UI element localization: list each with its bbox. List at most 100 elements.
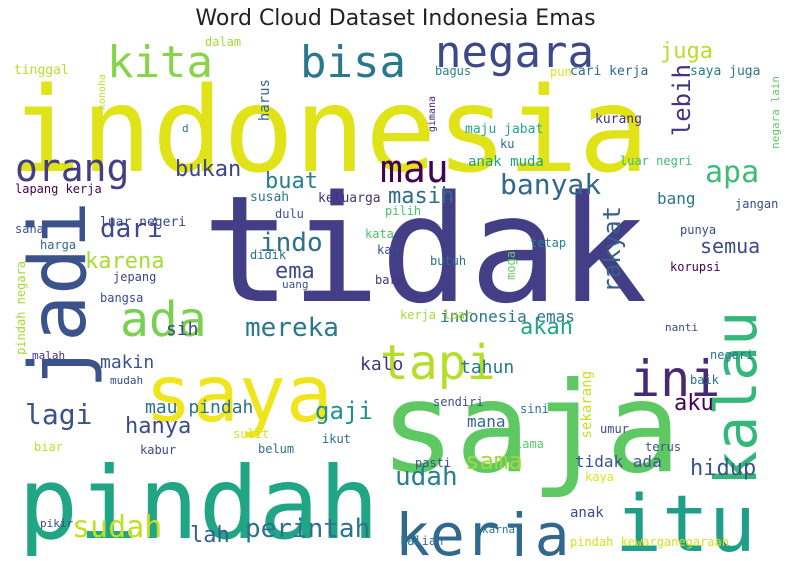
word-ema: ema [275, 259, 315, 284]
word-lama: lama [515, 437, 544, 451]
word-dari: dari [100, 214, 163, 244]
word-sendiri: sendiri [433, 395, 484, 409]
word-korupsi: korupsi [670, 260, 721, 274]
word-banyak: banyak [500, 168, 602, 201]
word-anak-muda: anak muda [468, 154, 544, 170]
word-mereka: mereka [245, 313, 339, 343]
word-kata: kata [365, 227, 394, 241]
word-didik: didik [250, 248, 287, 262]
word-d: d [182, 122, 189, 135]
word-mau: mau [380, 147, 449, 191]
word-terus: terus [645, 440, 682, 454]
word-butuh: butuh [430, 254, 467, 268]
word-tahun: tahun [460, 357, 515, 378]
word-pikir: pikir [40, 517, 74, 530]
word-sini: sini [520, 402, 549, 416]
word-jepang: jepang [113, 270, 157, 284]
word-sudah: sudah [72, 510, 163, 545]
word-kurang: kurang [595, 112, 642, 127]
word-saya: saya [145, 350, 333, 440]
word-punya: punya [680, 223, 717, 237]
word-saja: saja [380, 356, 682, 501]
word-juga: juga [660, 39, 713, 64]
word-biar: biar [34, 440, 63, 454]
word-kaya: kaya [585, 470, 614, 484]
word-orang: orang [15, 146, 130, 190]
word-nanti: nanti [665, 321, 699, 334]
word-gaji: gaji [315, 397, 373, 425]
word-pun: pun [550, 65, 572, 79]
word-umur: umur [600, 422, 629, 436]
word-lah: lah [190, 523, 230, 548]
word-bangsa: bangsa [100, 291, 144, 305]
word-kabur: kabur [140, 443, 177, 457]
word-moga: moga [504, 251, 518, 280]
word-buat: buat [265, 169, 318, 194]
word-rakyat: rakyat [598, 206, 626, 293]
word-saya-juga: saya juga [690, 64, 761, 79]
word-bang: bang [657, 189, 696, 208]
word-sana: sana [15, 222, 44, 236]
word-luar-negri: luar negri [620, 154, 693, 168]
word-apa: apa [705, 155, 760, 190]
word-negara-lain: negara lain [769, 76, 781, 149]
word-hanya: hanya [125, 414, 192, 439]
word-sama: sama [465, 447, 523, 475]
word-baru: baru [375, 273, 404, 287]
word-kerja-luar: kerja luar [400, 308, 473, 322]
word-ikut: ikut [322, 432, 351, 446]
word-aku: aku [674, 391, 714, 416]
word-kalian: kalian [400, 534, 444, 548]
word-pindah-negara: pindah negara [14, 261, 28, 355]
word-cloud: indonesia tidak saja pindah saya jadi itu kerja… [10, 36, 781, 556]
word-indonesia-emas: indonesia emas [440, 307, 575, 326]
word-karna: karna [482, 523, 516, 536]
word-pindah-kewarganegaraan: pindah kewarganegaraan [570, 535, 729, 549]
word-akan: akan [520, 315, 573, 340]
chart-title: Word Cloud Dataset Indonesia Emas [195, 6, 596, 31]
word-harus: harus [257, 79, 273, 122]
word-kita: kita [107, 37, 213, 88]
word-baik: baik [690, 373, 719, 387]
word-indonesia: indonesia [10, 61, 650, 199]
word-mudah: mudah [110, 374, 144, 387]
word-kan: kan [377, 243, 399, 257]
word-indo: indo [260, 228, 323, 258]
word-sekarang: sekarang [579, 371, 595, 439]
word-harga: harga [40, 238, 77, 252]
word-udah: udah [395, 462, 458, 492]
word-mana: mana [467, 412, 506, 431]
word-belum: belum [258, 442, 295, 456]
word-negara: negara [435, 36, 594, 78]
word-jangan: jangan [735, 197, 779, 211]
word-tidak-ada: tidak ada [575, 452, 662, 471]
word-lapang-kerja: lapang kerja [15, 182, 102, 196]
word-tinggal: tinggal [14, 63, 69, 78]
word-anak: anak [570, 505, 604, 521]
word-negeri: negeri [710, 348, 754, 362]
word-susah: susah [250, 190, 290, 205]
word-mau-pindah: mau pindah [145, 397, 254, 418]
word-dulu: dulu [275, 207, 304, 221]
word-gimana: gimana [427, 96, 438, 133]
word-sulit: sulit [233, 427, 270, 441]
word-kerja: kerja [395, 501, 570, 556]
word-keluarga: keluarga [318, 191, 381, 206]
word-semua: semua [700, 234, 761, 258]
word-tapi: tapi [380, 335, 496, 391]
word-kalo: kalo [360, 354, 404, 375]
word-maju-jabat: maju jabat [465, 122, 544, 137]
word-pilih: pilih [385, 204, 422, 218]
word-bukan: bukan [175, 157, 242, 182]
word-sih: sih [166, 319, 199, 340]
word-tetap: tetap [530, 236, 567, 250]
word-malah: malah [32, 349, 66, 362]
word-cari-kerja: cari kerja [570, 64, 649, 79]
word-pasti: pasti [415, 456, 452, 470]
word-konoha: konoha [97, 74, 108, 111]
word-ada: ada [120, 292, 207, 348]
word-pindah: pindah [18, 445, 380, 556]
word-uang: uang [282, 278, 309, 291]
word-bagus: bagus [435, 64, 472, 78]
word-hidup: hidup [690, 456, 757, 481]
